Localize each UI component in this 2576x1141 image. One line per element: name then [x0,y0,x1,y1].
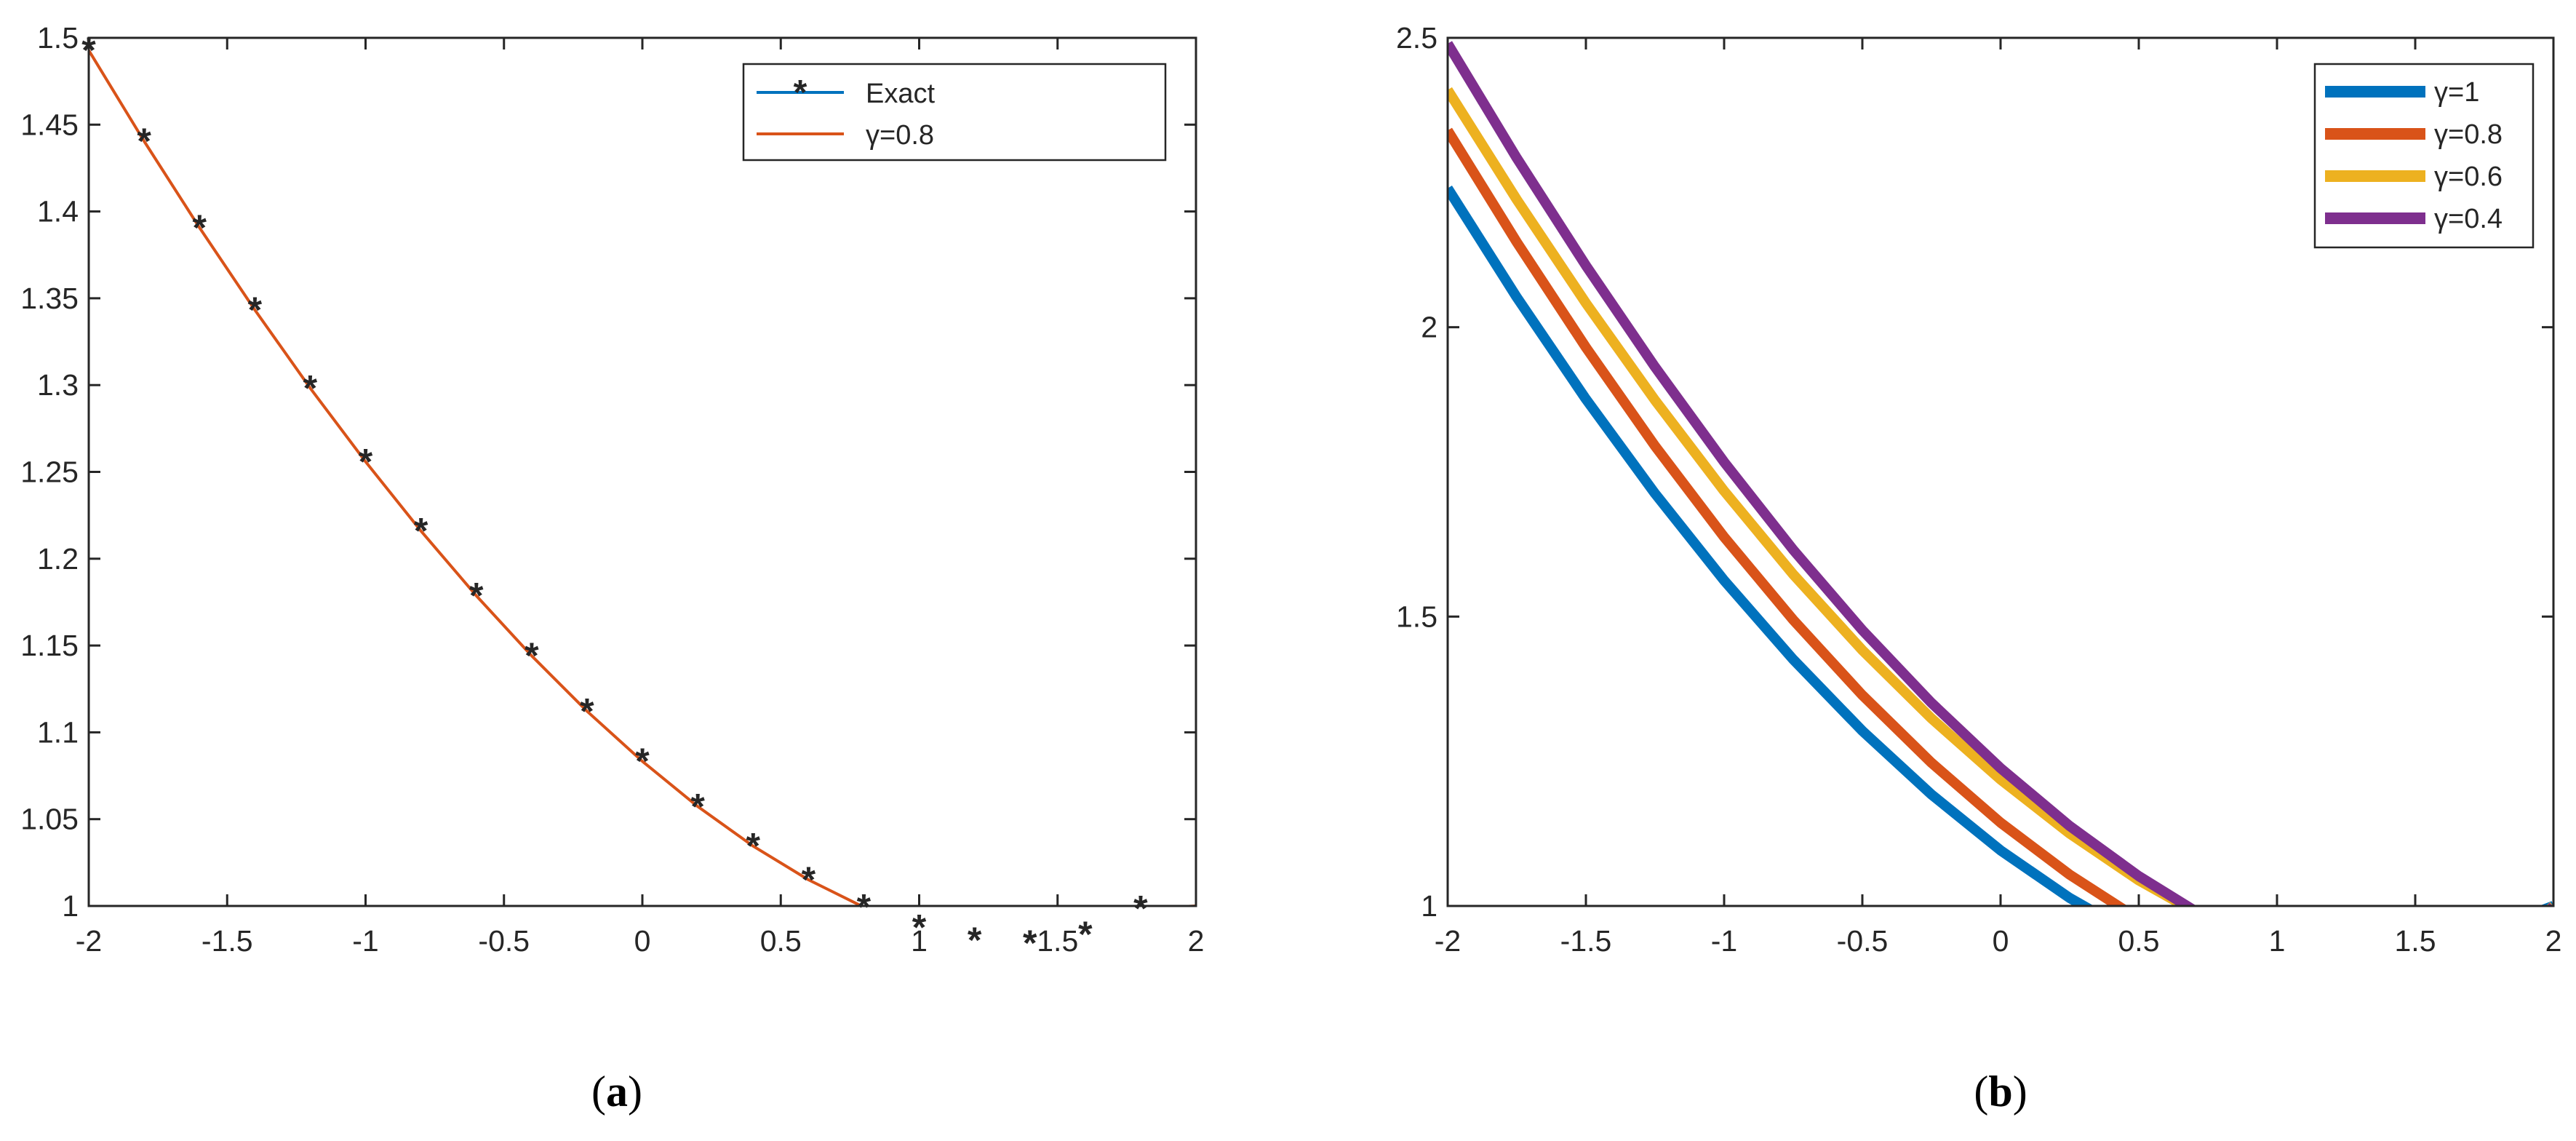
chart-a-exact-point-19: * [1133,888,1148,929]
chart-a-xtick-label-2: 2 [1188,924,1205,958]
chart-b-ytick-label-1: 1 [1421,889,1437,923]
chart-b-legend-gamma-0-6-label: γ=0.6 [2434,162,2503,192]
chart-b-plot-area [1448,41,2553,906]
chart-a-exact-point-9: * [580,691,594,731]
chart-a-caption: (a) [591,1068,642,1116]
chart-b: 1 1.5 2 2.5 -2 -1.5 -1 -0.5 0 0.5 1 1.5 2 γ=1 γ=0.8… [1396,21,2561,1116]
chart-b-xtick-label-0-5: -0.5 [1837,924,1889,958]
chart-a-marker-layer: * * * * * * * * * * * * * * * * * * * * [81,30,1148,963]
chart-b-series-0-6-line [1448,87,2553,906]
chart-b-xtick-label-1-5: 1.5 [2395,924,2436,958]
chart-b-xtick-label-1: 1 [2269,924,2286,958]
chart-a-ytick-label-1-4: 1.4 [37,195,79,228]
chart-a-exact-point-8: * [525,635,539,676]
chart-b-ytick-label-2-5: 2.5 [1396,21,1437,55]
chart-a-exact-point-6: * [414,511,428,552]
chart-a-y-axis: 1 1.05 1.1 1.15 1.2 1.25 1.3 1.35 1.4 1.45 1.5 [20,21,1196,923]
chart-a-exact-point-7: * [469,576,484,616]
chart-a-xtick-label-1-5: -1.5 [202,924,253,958]
chart-a-series-group [89,49,1196,906]
chart-a-exact-point-18: * [1078,914,1093,955]
chart-b-frame [1446,36,2555,907]
chart-a-exact-point-13: * [802,859,816,900]
chart-a-exact-point-2: * [192,207,207,248]
chart-a-xtick-label-0-5: 0.5 [760,924,802,958]
chart-b-legend-gamma-0-4-label: γ=0.4 [2434,204,2503,234]
chart-b-series-0-8-line [1448,127,2553,906]
chart-b-xtick-label-1: -1 [1711,924,1737,958]
chart-a-xtick-label-1: 1 [911,924,928,958]
chart-a-xtick-label-1-5: 1.5 [1037,924,1078,958]
chart-a-legend: * Exact γ=0.8 [742,63,1167,162]
chart-a-exact-point-1: * [137,121,151,162]
chart-a-ytick-label-1-35: 1.35 [20,282,79,315]
chart-b-series-group [1448,41,2553,906]
chart-b-legend-gamma-1-label: γ=1 [2434,77,2479,108]
chart-a-ytick-label-1-15: 1.15 [20,629,79,662]
chart-b-xtick-label-1-5: -1.5 [1560,924,1612,958]
chart-a-exact-point-5: * [359,441,373,482]
chart-a-ytick-label-1-25: 1.25 [20,456,79,489]
chart-b-ytick-label-2: 2 [1421,311,1437,344]
chart-a-ytick-label-1: 1 [62,889,79,923]
chart-a-ytick-label-1-45: 1.45 [20,108,79,141]
chart-a-xtick-label-1: -1 [352,924,378,958]
chart-a: 11.051.11.151.21.251.31.351.41.451.5 -2-… [20,21,1204,1116]
chart-b-x-axis: -2 -1.5 -1 -0.5 0 0.5 1 1.5 2 [1435,38,2562,958]
chart-a-xtick-label-0: 0 [634,924,651,958]
chart-a-exact-point-16: * [968,920,982,961]
chart-a-exact-point-15: * [912,907,927,948]
chart-a-exact-point-4: * [303,367,318,408]
chart-a-x-axis: -2 -1.5 -1 -0.5 0 0.5 1 1.5 2 [76,38,1205,958]
chart-a-legend-exact-marker: * [794,73,808,112]
chart-b-caption: (b) [1974,1068,2027,1116]
chart-a-exact-point-11: * [690,786,705,827]
chart-a-exact-point-3: * [248,290,263,330]
chart-b-legend: γ=1 γ=0.8 γ=0.6 γ=0.4 [2313,63,2535,249]
chart-a-exact-point-14: * [857,887,872,928]
chart-a-exact-point-17: * [1023,923,1037,963]
chart-a-ytick-label-1-1: 1.1 [37,715,79,749]
chart-b-xtick-label-0: 0 [1993,924,2009,958]
chart-a-ytick-label-1-3: 1.3 [37,368,79,402]
chart-a-exact-point-12: * [746,826,760,867]
chart-b-xtick-label-2: -2 [1435,924,1461,958]
chart-a-ytick-label-1-2: 1.2 [37,542,79,576]
chart-a-ytick-label-1-5: 1.5 [37,21,79,55]
chart-a-xtick-label-0-5: -0.5 [478,924,530,958]
chart-a-xtick-label-2: -2 [76,924,102,958]
chart-b-xtick-label-0-5: 0.5 [2118,924,2160,958]
chart-a-ytick-label-1-05: 1.05 [20,803,79,836]
chart-a-frame [87,36,1197,907]
chart-b-series-0-4-line [1448,41,2553,906]
chart-a-legend-approx-label: γ=0.8 [866,120,934,151]
chart-a-legend-exact-label: Exact [866,79,935,109]
chart-b-ytick-label-1-5: 1.5 [1396,600,1437,633]
chart-a-legend-box [742,63,1167,162]
chart-b-legend-gamma-0-8-label: γ=0.8 [2434,119,2503,150]
chart-a-plot-area: * * * * * * * * * * * * * * * * * * * * [81,30,1196,963]
chart-b-series-1-line [1448,186,2553,906]
chart-b-xtick-label-2: 2 [2545,924,2562,958]
chart-a-exact-point-10: * [635,741,650,782]
chart-a-series-approximate-solution-line [89,49,1196,906]
